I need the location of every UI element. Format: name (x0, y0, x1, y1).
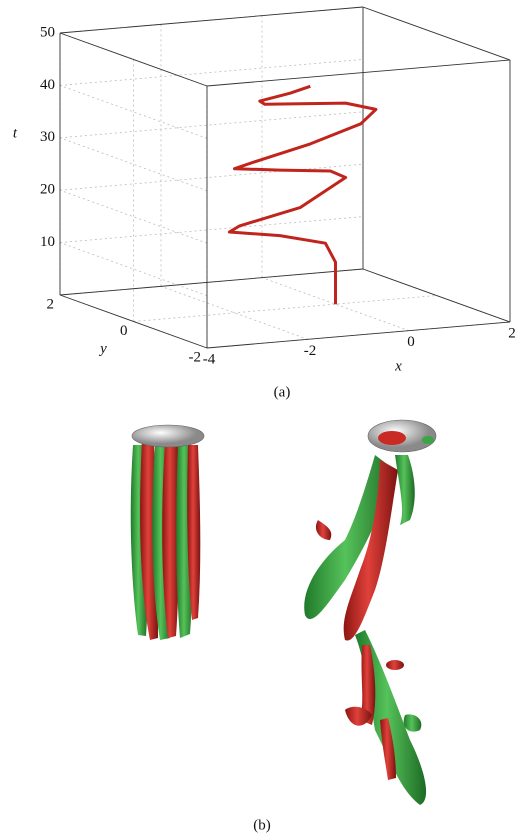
axis-edge (59, 294, 208, 349)
grid-line (59, 216, 364, 243)
axis-edge (362, 6, 511, 61)
grid-line (59, 189, 208, 244)
grid-line (59, 85, 208, 139)
axis-edge (59, 32, 208, 87)
axis-edge (59, 268, 364, 296)
x-tick-label: 0 (407, 334, 415, 350)
y-tick-label: 0 (120, 323, 128, 339)
axis-edge (362, 268, 511, 323)
caption: (a) (274, 384, 291, 400)
grid-line (133, 295, 437, 322)
grid-line (59, 111, 364, 139)
y-tick-label: -2 (189, 349, 202, 365)
z-tick-label: 30 (40, 129, 55, 145)
axis-edge (206, 321, 511, 349)
z-tick-label: 40 (40, 77, 55, 93)
z-tick-label: 10 (40, 234, 55, 250)
grid-line (59, 137, 208, 192)
z-tick-label: 50 (40, 24, 55, 40)
grid-line (59, 59, 364, 86)
axis-edge (206, 59, 511, 87)
z-tick-label: 20 (40, 182, 55, 198)
x-tick-label: -2 (304, 343, 317, 359)
trajectory-line (227, 84, 378, 305)
isosurface-render (130, 419, 437, 805)
grid-line (59, 242, 208, 296)
y-tick-label: 2 (47, 296, 55, 312)
x-tick-label: 2 (508, 325, 516, 341)
caption: (b) (253, 817, 271, 833)
grid-line (59, 163, 364, 191)
x-axis-label: x (394, 358, 402, 374)
x-tick-label: -4 (203, 351, 216, 367)
grid-line (160, 285, 309, 340)
grid-line (261, 277, 410, 332)
axis-edge (59, 6, 364, 34)
z-axis-label: t (13, 125, 18, 141)
y-axis-label: y (98, 341, 107, 357)
